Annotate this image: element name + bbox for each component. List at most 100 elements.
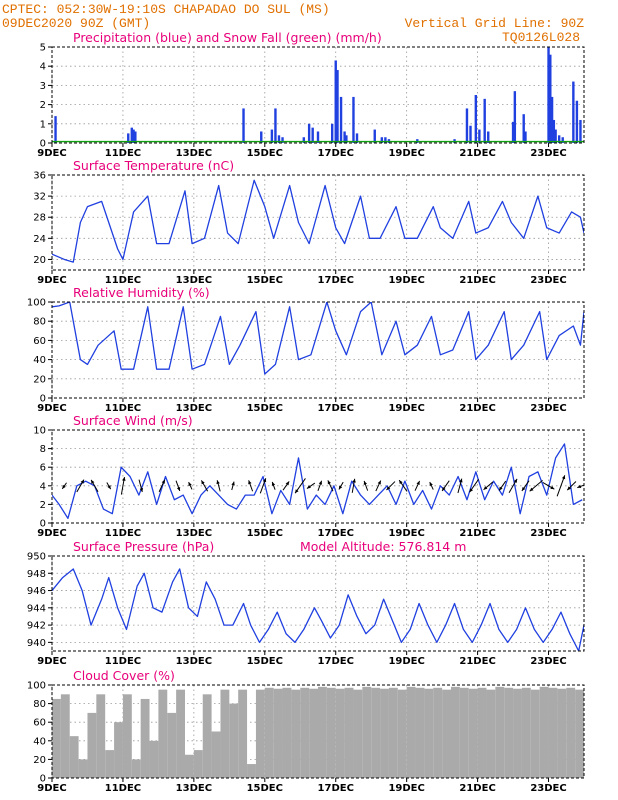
wind-arrow-head: [262, 478, 267, 483]
wind-arrow-head: [399, 480, 403, 485]
y-tick-label: 0: [40, 519, 46, 530]
y-tick-label: 3: [40, 81, 46, 92]
wind-arrow-head: [139, 488, 144, 492]
cloud-bar: [371, 687, 381, 778]
precip-bar: [270, 129, 274, 143]
panel-frame: [51, 174, 585, 271]
x-tick-label: 15DEC: [247, 148, 283, 159]
cloud-bar: [344, 687, 354, 778]
precip-bar: [281, 137, 284, 143]
wind-arrow-head: [483, 486, 488, 490]
y-tick-label: 946: [27, 586, 46, 597]
wind-arrow-head: [386, 486, 391, 491]
meteogram-panels: 0 1 2 3 4 5 9DEC 11DEC 13DEC 15DEC 17DEC 19DEC 21DEC…: [27, 30, 585, 794]
precip-bar: [483, 98, 486, 143]
cloud-bar: [362, 686, 372, 778]
wind-arrow-head: [176, 486, 181, 491]
x-tick-label: 13DEC: [176, 783, 212, 794]
x-tick-label: 11DEC: [105, 528, 141, 539]
plot-area: [52, 302, 584, 375]
wind-arrow-head: [91, 479, 95, 484]
cloud-bar: [335, 688, 345, 778]
cloud-bar: [433, 687, 443, 778]
precip-bar: [478, 129, 481, 143]
precip-bar: [277, 135, 281, 143]
wind-arrow-head: [459, 478, 463, 483]
wind-arrow-head: [285, 481, 290, 486]
y-tick-label: 0: [40, 394, 46, 405]
cloud-bar: [96, 694, 106, 778]
precip-bar: [550, 96, 554, 143]
cloud-bar: [424, 688, 434, 778]
x-tick-label: 15DEC: [247, 275, 283, 286]
precip-bar: [487, 131, 490, 143]
humidity-line: [52, 302, 584, 375]
cloud-bar: [220, 689, 230, 778]
y-tick-label: 8: [40, 444, 46, 455]
y-tick-label: 950: [27, 552, 46, 563]
station-header: CPTEC: 052:30W-19:10S CHAPADAO DO SUL (M…: [2, 2, 330, 17]
y-tick-label: 4: [40, 481, 46, 492]
y-tick-label: 1: [40, 119, 46, 130]
precip-bar: [339, 96, 343, 143]
precip-bar: [513, 91, 517, 143]
precip-bar: [130, 127, 133, 143]
cloud-bar: [406, 686, 416, 778]
precip-bar: [345, 135, 348, 143]
precip-bar: [132, 129, 135, 143]
x-tick-label: 19DEC: [388, 275, 424, 286]
y-tick-label: 32: [33, 192, 46, 203]
panel-frame: [51, 301, 585, 399]
x-tick-label: 21DEC: [459, 403, 495, 414]
precip-bar: [274, 108, 277, 143]
pressure-line: [52, 568, 584, 651]
panel-frame: [51, 555, 585, 652]
precip-bar: [316, 131, 320, 143]
cloud-bar: [114, 722, 123, 778]
x-tick-label: 21DEC: [459, 783, 495, 794]
y-tick-label: 20: [33, 255, 46, 266]
x-tick-label: 9DEC: [37, 403, 66, 414]
precip-bar: [572, 81, 575, 143]
y-tick-label: 100: [27, 681, 46, 692]
precip-bar: [554, 129, 557, 143]
cloud-bar: [539, 686, 549, 778]
cloud-bar: [149, 740, 159, 778]
precip-bar: [373, 129, 376, 143]
wind-arrow-head: [327, 480, 331, 485]
precip-bar: [336, 70, 339, 143]
panel-frame: [51, 684, 585, 779]
precip-bar: [134, 131, 137, 143]
precip-bar: [127, 133, 130, 143]
wind-line: [52, 443, 583, 519]
cloud-bar: [459, 687, 469, 778]
x-tick-label: 17DEC: [318, 783, 354, 794]
precip-bar: [552, 119, 556, 143]
x-tick-label: 13DEC: [176, 403, 212, 414]
y-tick-label: 24: [33, 234, 46, 245]
cloud-bar: [140, 698, 150, 778]
panel-frame: [51, 429, 585, 524]
wind-arrow-head: [521, 486, 526, 491]
wind-arrow-head: [561, 475, 566, 480]
cloud-bar: [87, 712, 97, 778]
precip-bar: [307, 123, 311, 143]
cloud-bar: [326, 687, 336, 778]
precip-bar: [575, 100, 579, 143]
cloud-bar: [176, 689, 185, 778]
x-tick-label: 21DEC: [459, 275, 495, 286]
y-tick-label: 20: [33, 755, 46, 766]
y-tick-label: 80: [33, 317, 46, 328]
cloud-bar: [229, 703, 239, 778]
precip-bar: [557, 135, 561, 143]
x-tick-label: 9DEC: [37, 148, 66, 159]
precip-bar: [561, 137, 564, 143]
x-tick-label: 13DEC: [176, 656, 212, 667]
wind-arrow: [556, 475, 566, 497]
x-tick-label: 19DEC: [388, 148, 424, 159]
cloud-bar: [238, 689, 248, 778]
x-tick-label: 21DEC: [459, 148, 495, 159]
x-tick-label: 13DEC: [176, 528, 212, 539]
cloud-bar: [202, 694, 212, 778]
x-tick-label: 9DEC: [37, 275, 66, 286]
